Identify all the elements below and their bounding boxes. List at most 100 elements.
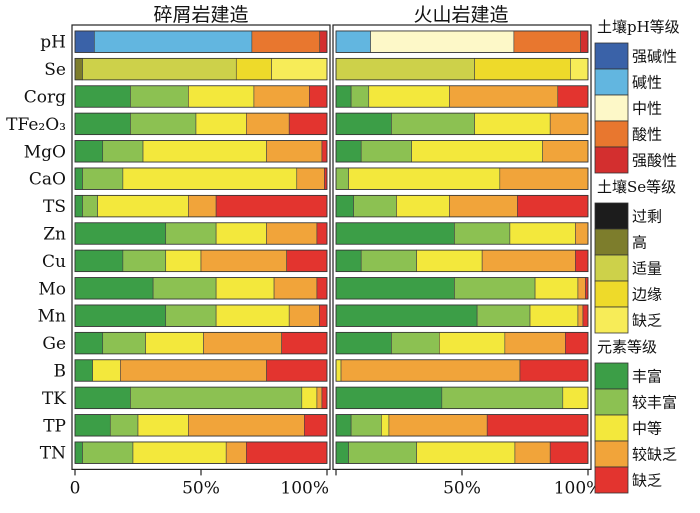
bar-segment-2-14-2 [441, 386, 564, 409]
bar-segment-1-15-2 [109, 414, 139, 437]
bar-segment-1-6-2 [82, 167, 124, 190]
row-label-8: Zn [43, 225, 66, 245]
bar-segment-1-8-4 [266, 222, 318, 245]
bar-segment-1-8-2 [165, 222, 217, 245]
legend-label-3-4: 较缺乏 [632, 446, 677, 464]
bar-segment-2-1-4 [513, 30, 581, 53]
bar-segment-1-2-2 [74, 58, 83, 81]
bar-segment-1-2-3 [82, 58, 237, 81]
bar-segment-1-4-4 [246, 112, 290, 135]
bar-segment-1-14-2 [130, 386, 303, 409]
bar-segment-2-7-2 [353, 195, 397, 218]
bar-frame-1-8 [74, 222, 328, 245]
bar-segment-1-6-3 [122, 167, 298, 190]
bar-segment-2-12-2 [391, 332, 440, 355]
bar-segment-2-9-2 [360, 249, 417, 272]
legend-label-2-1: 过剩 [632, 208, 662, 226]
legend-swatch-1-4 [594, 120, 629, 148]
bar-segment-1-10-2 [152, 277, 217, 300]
legend-label-1-2: 碱性 [632, 74, 662, 92]
legend-label-2-2: 高 [632, 234, 647, 252]
legend: 土壤pH等级强碱性碱性中性酸性强酸性土壤Se等级过剩高适量边缘缺乏元素等级丰富较… [594, 18, 680, 494]
x-tick-label-1-2: 50% [182, 478, 220, 498]
bar-frame-2-2 [335, 57, 589, 81]
bar-segment-2-6-2 [335, 167, 349, 190]
bar-segment-1-16-1 [74, 441, 83, 464]
bar-segment-1-2-5 [271, 58, 328, 81]
bar-segment-2-12-1 [335, 332, 392, 355]
bar-segment-2-13-3 [335, 359, 342, 382]
bar-segment-2-9-3 [416, 249, 483, 272]
bar-segment-2-16-3 [416, 441, 516, 464]
bar-segment-1-16-5 [246, 441, 328, 464]
bar-segment-1-7-5 [215, 195, 328, 218]
panel-title-left: 碎屑岩建造 [153, 4, 248, 26]
legend-swatch-1-5 [594, 146, 629, 174]
bar-segment-2-1-2 [335, 30, 371, 53]
legend-swatch-3-2 [594, 388, 629, 416]
row-label-14: TK [42, 389, 66, 409]
legend-swatch-1-1 [594, 42, 629, 70]
bar-segment-2-11-5 [582, 304, 589, 327]
bar-frame-1-6 [74, 167, 328, 190]
bar-segment-1-15-3 [137, 414, 189, 437]
bar-segment-1-14-1 [74, 386, 131, 409]
bar-segment-1-9-3 [165, 249, 202, 272]
row-label-15: TP [43, 416, 66, 436]
row-label-5: MgO [24, 142, 66, 162]
bar-segment-2-4-3 [474, 112, 551, 135]
legend-label-3-2: 较丰富 [632, 394, 677, 412]
legend-label-1-3: 中性 [632, 100, 662, 118]
legend-swatch-2-4 [594, 280, 629, 308]
bar-segment-2-4-2 [391, 112, 475, 135]
bar-segment-1-3-1 [74, 85, 131, 108]
legend-swatch-1-2 [594, 68, 629, 96]
legend-title-1: 土壤pH等级 [597, 18, 680, 36]
bar-frame-1-7 [74, 194, 328, 218]
row-label-7: TS [43, 197, 66, 217]
bar-segment-2-11-4 [577, 304, 584, 327]
bar-segment-1-11-3 [215, 304, 290, 327]
row-label-16: TN [40, 444, 66, 464]
bar-frame-1-14 [74, 386, 328, 410]
bar-segment-2-5-1 [335, 140, 362, 163]
bar-segment-2-13-4 [340, 359, 521, 382]
x-tick-label-1-1: 0 [70, 478, 81, 498]
bar-segment-2-8-3 [509, 222, 576, 245]
legend-label-3-1: 丰富 [632, 368, 662, 386]
bar-segment-1-3-2 [130, 85, 189, 108]
bar-segment-2-5-3 [411, 140, 543, 163]
bar-frame-2-1 [335, 30, 589, 53]
legend-swatch-3-3 [594, 414, 629, 442]
bar-segment-1-12-3 [145, 332, 204, 355]
bar-segment-1-7-1 [74, 195, 83, 218]
bar-segment-1-14-5 [321, 386, 328, 409]
bar-frame-2-8 [335, 222, 589, 245]
bar-segment-1-11-2 [165, 304, 217, 327]
x-tick-label-2-3: 100% [554, 478, 603, 498]
bar-segment-1-2-4 [235, 58, 272, 81]
bar-segment-2-9-4 [481, 249, 576, 272]
bar-frame-1-5 [74, 140, 328, 163]
bar-segment-2-15-4 [388, 414, 488, 437]
bar-segment-1-4-1 [74, 112, 131, 135]
bar-segment-1-15-1 [74, 414, 111, 437]
legend-swatch-2-2 [594, 228, 629, 256]
bar-segment-2-2-4 [474, 58, 571, 81]
bar-segment-2-7-3 [396, 195, 450, 218]
bar-segment-2-7-1 [335, 195, 354, 218]
bar-segment-1-4-5 [288, 112, 328, 135]
axes-layer: 0 50% 100% 50% 100% [70, 24, 603, 498]
bar-segment-1-3-3 [188, 85, 255, 108]
bar-segment-2-10-1 [335, 277, 455, 300]
legend-label-1-5: 强酸性 [632, 152, 677, 170]
row-label-10: Mo [38, 279, 66, 299]
bar-segment-2-3-5 [557, 85, 589, 108]
bar-segment-2-16-4 [514, 441, 551, 464]
bar-segment-2-7-4 [449, 195, 518, 218]
row-label-1: pH [40, 33, 66, 53]
bar-frame-2-7 [335, 194, 589, 218]
bar-segment-2-8-1 [335, 222, 455, 245]
row-label-9: Cu [42, 252, 66, 272]
